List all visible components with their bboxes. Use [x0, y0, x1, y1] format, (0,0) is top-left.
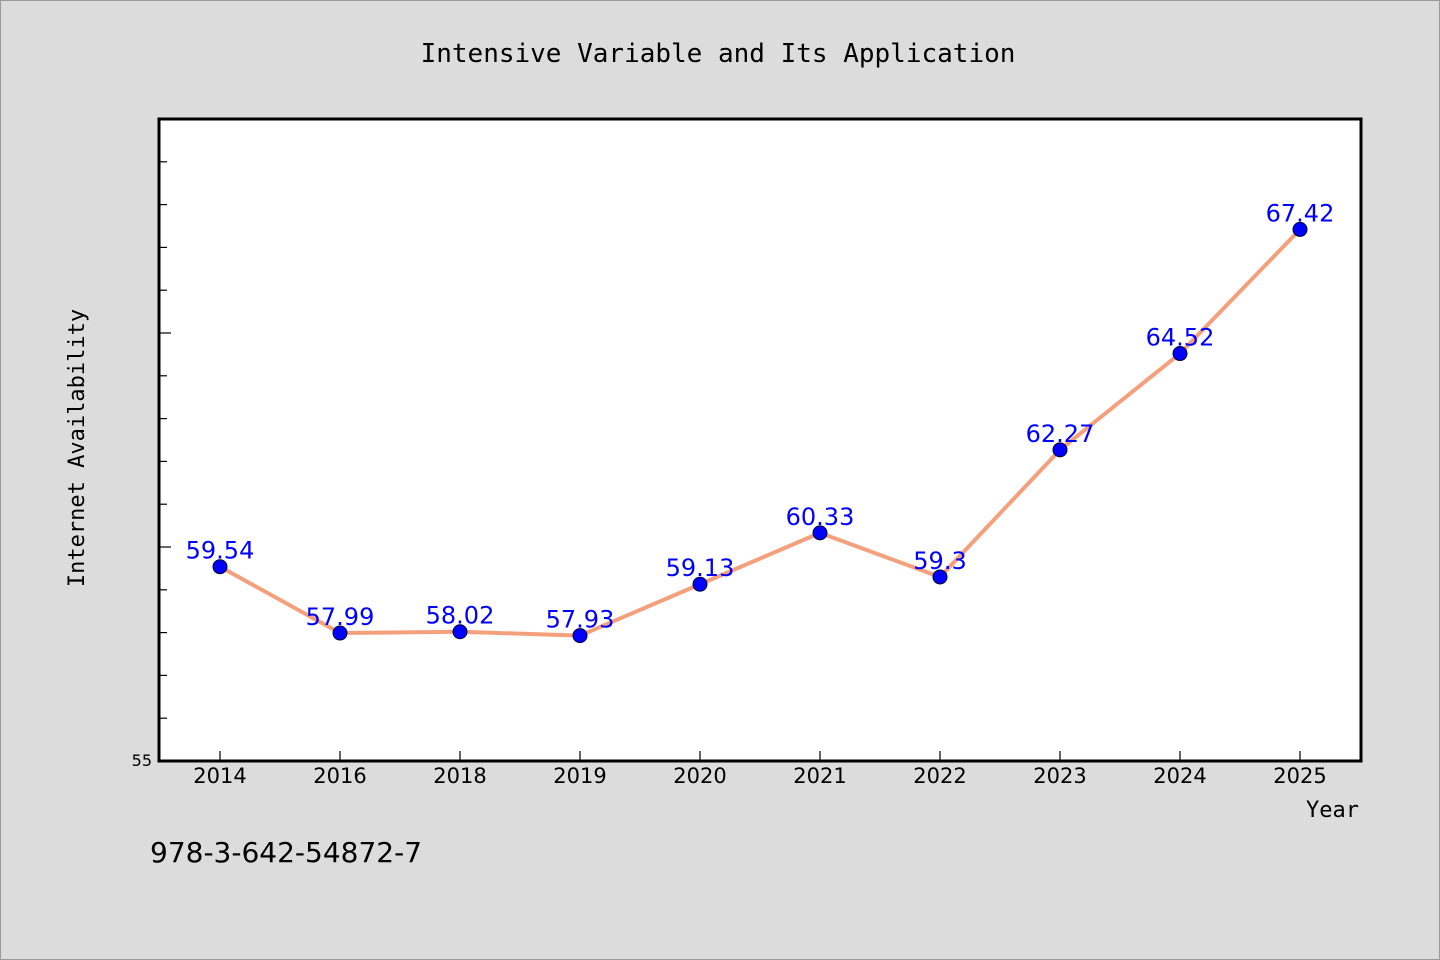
data-point: [332, 625, 348, 641]
data-point: [572, 628, 588, 644]
x-axis-ticks: 2014 2016 2018 2019 2020 2021 2022 2023 2024 2025: [193, 751, 1327, 788]
x-tick-label: 2023: [1033, 764, 1086, 788]
y-tick-label: 55: [132, 751, 152, 770]
data-point: [692, 576, 708, 592]
y-axis-ticks: [159, 118, 171, 762]
x-tick-label: 2020: [673, 764, 726, 788]
chart-title: Intensive Variable and Its Application: [421, 39, 1016, 69]
x-tick-label: 2021: [793, 764, 846, 788]
series-line: [218, 227, 1302, 638]
data-label: 59.54: [186, 537, 255, 565]
data-label: 59.3: [913, 547, 966, 575]
data-point: [932, 569, 948, 585]
data-label: 58.02: [426, 602, 495, 630]
x-tick-label: 2014: [193, 764, 246, 788]
data-label: 59.13: [666, 554, 735, 582]
x-tick-label: 2016: [313, 764, 366, 788]
data-point: [812, 525, 828, 541]
data-label: 67.42: [1266, 199, 1335, 227]
x-axis-label: Year: [1306, 798, 1359, 823]
data-label: 57.93: [546, 606, 615, 634]
x-tick-label: 2022: [913, 764, 966, 788]
data-point: [212, 559, 228, 575]
y-axis-label: Internet Availability: [65, 309, 90, 587]
data-point: [1052, 442, 1068, 458]
data-label: 64.52: [1146, 324, 1215, 352]
x-tick-label: 2018: [433, 764, 486, 788]
data-label: 62.27: [1026, 420, 1095, 448]
data-point: [1172, 346, 1188, 362]
isbn-footer: 978-3-642-54872-7: [150, 836, 422, 869]
data-label: 60.33: [786, 503, 855, 531]
x-tick-label: 2019: [553, 764, 606, 788]
data-point: [1292, 221, 1308, 237]
data-label: 57.99: [306, 603, 375, 631]
plot-area: [157, 117, 1363, 763]
data-point: [452, 624, 468, 640]
series-group: 59.54 57.99 58.02 57.93 59.13 60.33 59.3 62.27 6…: [186, 199, 1335, 644]
x-tick-label: 2024: [1153, 764, 1206, 788]
x-tick-label: 2025: [1273, 764, 1326, 788]
